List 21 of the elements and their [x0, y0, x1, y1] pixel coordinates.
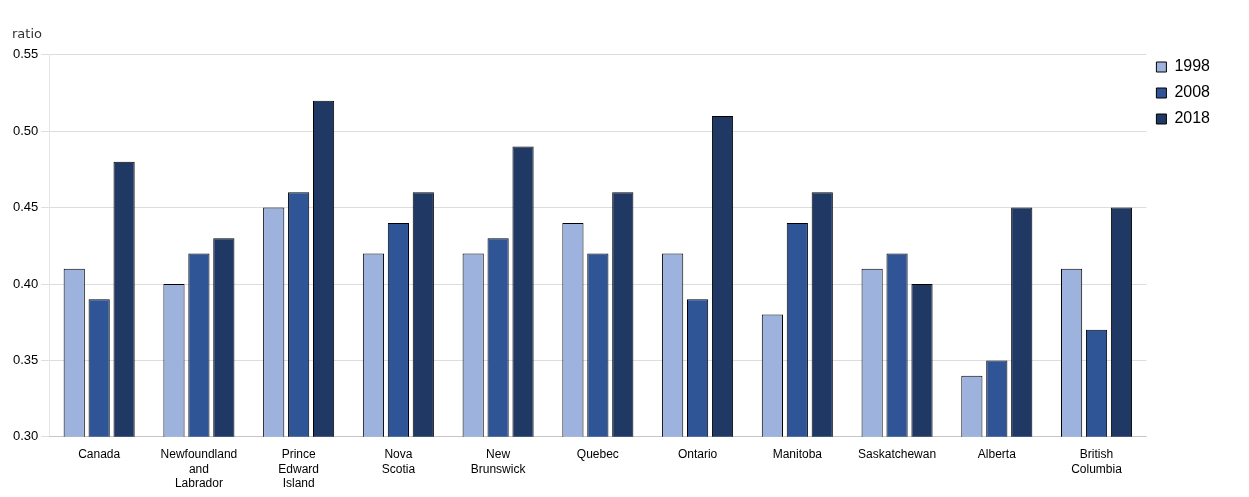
y-axis-title: ratio	[12, 26, 42, 41]
y-tick-label: 0.45	[12, 199, 39, 215]
x-tick-label: Saskatchewan	[858, 447, 937, 462]
y-tick-label: 0.55	[12, 46, 39, 62]
x-tick-label: Nova Scotia	[381, 447, 416, 476]
x-tick-label: British Columbia	[1071, 447, 1123, 476]
x-tick-label: New Brunswick	[470, 447, 527, 476]
legend-label: 2018	[1174, 109, 1211, 127]
y-tick-label: 0.40	[12, 275, 39, 291]
x-tick-label: Newfoundland and Labrador	[160, 447, 238, 491]
y-tick-label: 0.50	[12, 122, 39, 138]
y-tick-label: 0.30	[12, 428, 39, 444]
x-tick-label: Canada	[78, 447, 121, 462]
x-tick-label: Alberta	[977, 447, 1017, 462]
x-tick-label: Manitoba	[772, 447, 823, 462]
x-tick-label: Prince Edward Island	[278, 447, 319, 491]
legend-label: 2008	[1174, 83, 1211, 101]
x-tick-label: Ontario	[677, 447, 718, 462]
legend-label: 1998	[1174, 57, 1211, 75]
x-tick-label: Quebec	[576, 447, 619, 462]
y-tick-label: 0.35	[12, 351, 39, 367]
